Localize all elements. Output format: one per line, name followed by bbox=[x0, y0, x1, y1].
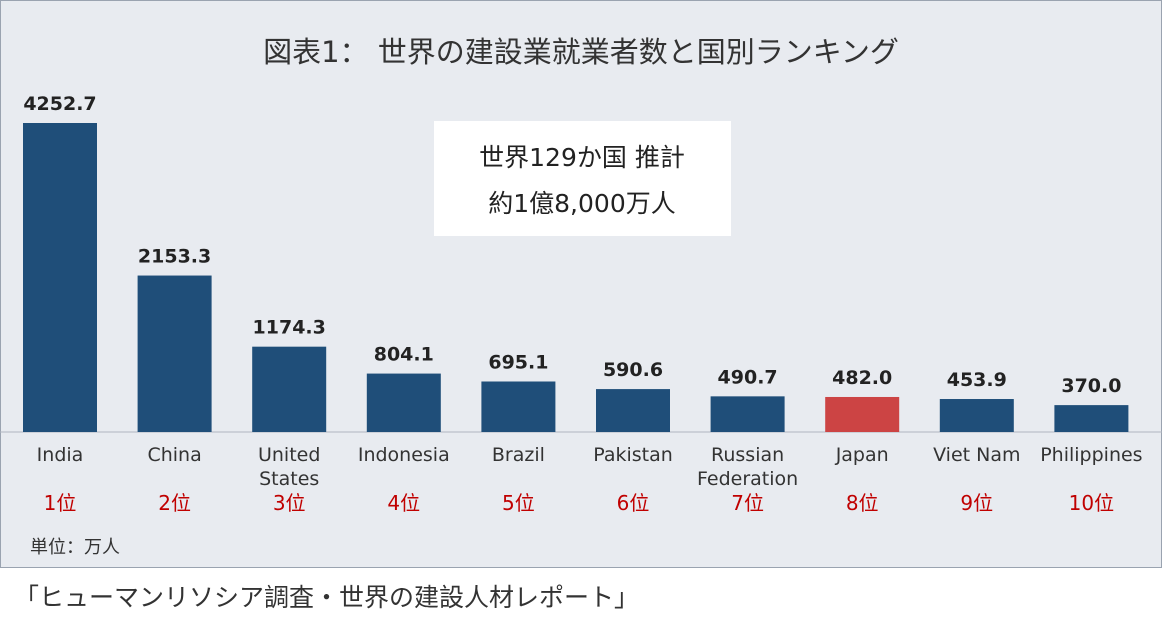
x-tick-label-6: Russian Federation bbox=[697, 444, 798, 490]
bar-3 bbox=[366, 373, 441, 432]
x-tick-label-3: Indonesia bbox=[358, 444, 450, 466]
data-label-9: 370.0 bbox=[1061, 375, 1121, 397]
rank-label-5: 6位 bbox=[617, 491, 650, 515]
x-tick-label-4: Brazil bbox=[492, 444, 545, 466]
chart-title: 図表1： 世界の建設業就業者数と国別ランキング bbox=[263, 35, 899, 69]
rank-label-0: 1位 bbox=[44, 491, 77, 515]
data-label-7: 482.0 bbox=[832, 367, 892, 389]
data-label-5: 590.6 bbox=[603, 359, 663, 381]
data-label-6: 490.7 bbox=[718, 366, 778, 388]
annotation-line-1: 世界129か国 推計 bbox=[479, 143, 685, 172]
rank-label-1: 2位 bbox=[158, 491, 191, 515]
x-tick-label-7: Japan bbox=[835, 444, 889, 466]
bar-7 bbox=[825, 396, 900, 432]
bar-2 bbox=[252, 346, 327, 432]
x-tick-label-5: Pakistan bbox=[593, 444, 673, 466]
x-tick-label-1: China bbox=[147, 444, 201, 466]
bar-6 bbox=[710, 396, 785, 432]
rank-label-4: 5位 bbox=[502, 491, 535, 515]
data-label-0: 4252.7 bbox=[23, 93, 96, 115]
rank-label-9: 10位 bbox=[1069, 491, 1114, 515]
unit-label: 単位：万人 bbox=[30, 537, 120, 558]
bar-9 bbox=[1054, 405, 1129, 432]
bar-chart: 図表1： 世界の建設業就業者数と国別ランキング 4252.7 India 1位 2153… bbox=[0, 35, 1162, 558]
data-label-1: 2153.3 bbox=[138, 246, 211, 268]
bar-1 bbox=[137, 275, 212, 432]
data-label-3: 804.1 bbox=[374, 344, 434, 366]
bar-4 bbox=[481, 381, 556, 432]
source-caption: 「ヒューマンリソシア調査・世界の建設人材レポート」 bbox=[14, 583, 640, 612]
bar-8 bbox=[939, 399, 1014, 432]
x-tick-label-8: Viet Nam bbox=[933, 444, 1020, 466]
x-tick-label-9: Philippines bbox=[1040, 444, 1142, 466]
bar-5 bbox=[596, 389, 670, 432]
rank-label-6: 7位 bbox=[731, 491, 764, 515]
data-label-2: 1174.3 bbox=[253, 317, 326, 339]
x-tick-label-0: India bbox=[37, 444, 84, 466]
annotation-line-2: 約1億8,000万人 bbox=[488, 189, 675, 218]
data-label-4: 695.1 bbox=[488, 351, 548, 373]
bar-0 bbox=[23, 123, 97, 432]
data-label-8: 453.9 bbox=[947, 369, 1007, 391]
rank-label-8: 9位 bbox=[960, 491, 993, 515]
rank-label-7: 8位 bbox=[846, 491, 879, 515]
x-tick-label-2: United States bbox=[258, 444, 320, 490]
rank-label-3: 4位 bbox=[387, 491, 420, 515]
annotation-box bbox=[434, 121, 731, 236]
rank-label-2: 3位 bbox=[273, 491, 306, 515]
